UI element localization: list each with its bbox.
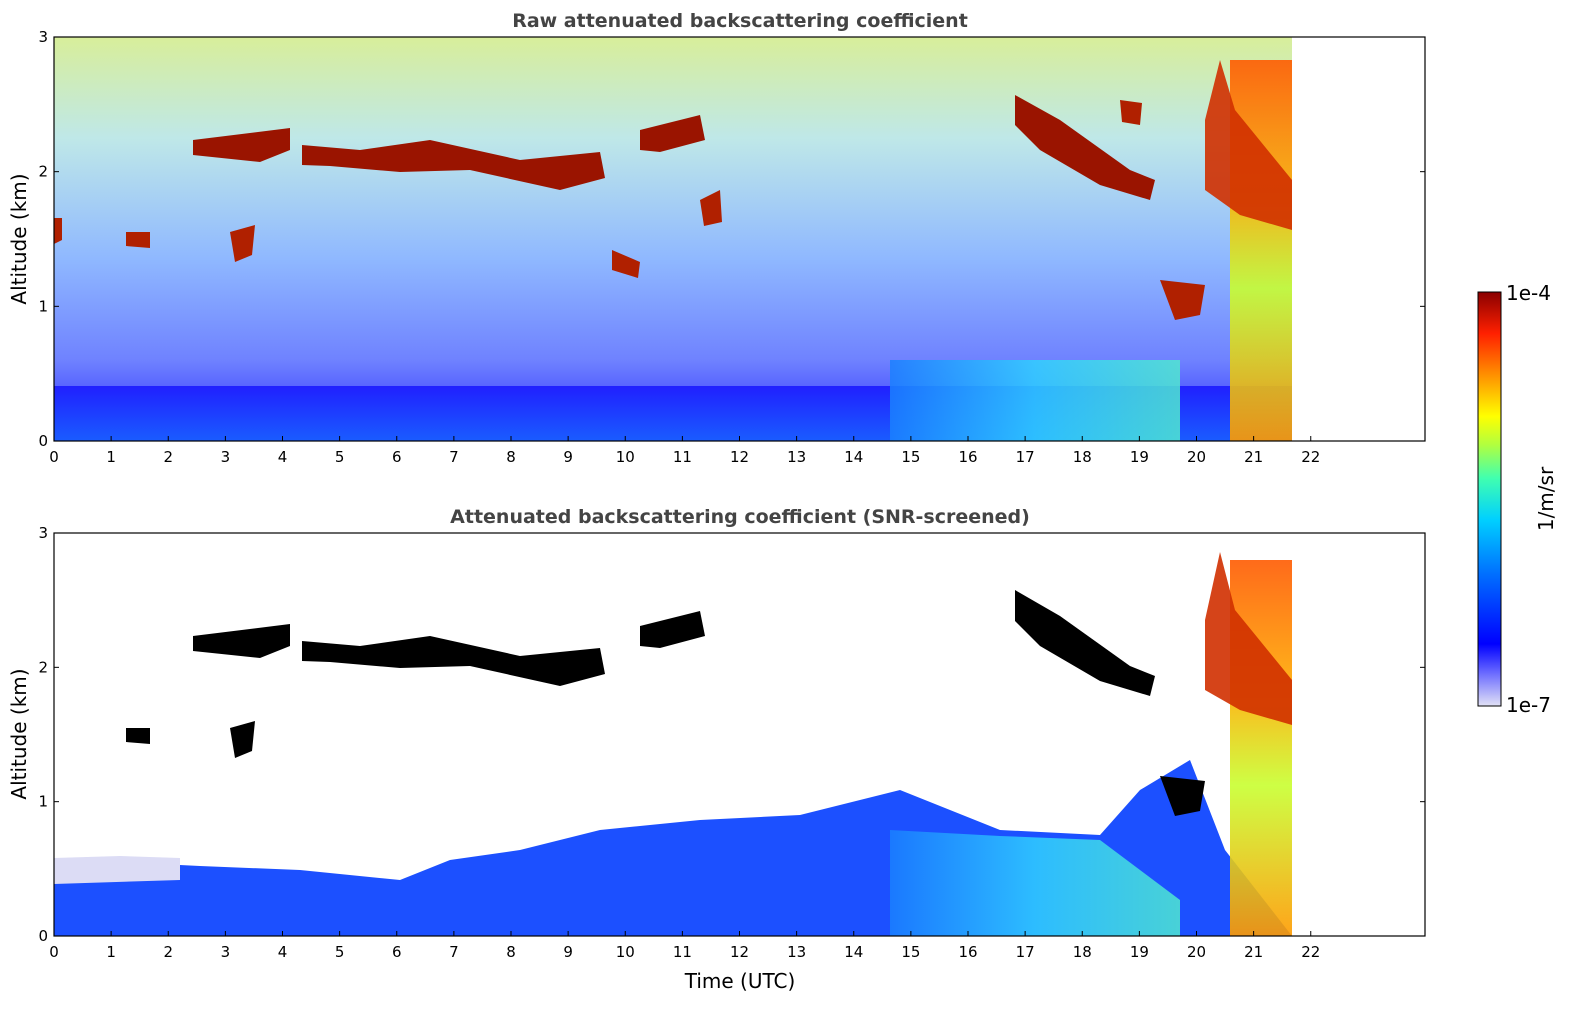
colorbar-min-label: 1e-7	[1506, 693, 1551, 717]
x-tick-label: 13	[787, 448, 806, 466]
x-tick-label: 3	[221, 943, 231, 961]
x-tick-label: 10	[616, 943, 635, 961]
x-tick-label: 22	[1301, 448, 1320, 466]
x-tick-label: 20	[1187, 448, 1206, 466]
x-tick-label: 5	[335, 448, 345, 466]
x-tick-label: 4	[278, 943, 288, 961]
raw-cloud-layer	[640, 115, 705, 152]
raw-cloud-patch	[612, 250, 640, 278]
screened-late-plume-top	[1205, 552, 1292, 725]
x-tick-label: 4	[278, 448, 288, 466]
x-tick-label: 19	[1130, 448, 1149, 466]
y-tick-label: 3	[38, 524, 48, 542]
raw-cloud-patch	[1120, 100, 1142, 125]
x-tick-label: 2	[163, 448, 173, 466]
x-tick-label: 16	[958, 448, 977, 466]
x-tick-label: 16	[958, 943, 977, 961]
panel-raw: Raw attenuated backscattering coefficien…	[7, 10, 1426, 466]
colorbar-gradient	[1477, 291, 1502, 707]
panel-screened-title: Attenuated backscattering coefficient (S…	[450, 506, 1030, 528]
x-tick-label: 12	[730, 943, 749, 961]
colorbar-max-label: 1e-4	[1506, 281, 1551, 305]
x-tick-label: 3	[221, 448, 231, 466]
screened-cloud-patch	[1160, 776, 1205, 816]
x-tick-label: 9	[563, 448, 573, 466]
raw-late-plume-top	[1205, 60, 1292, 230]
raw-cloud-layer	[1015, 95, 1155, 200]
raw-boundary-layer-afternoon	[890, 360, 1180, 441]
x-tick-label: 1	[106, 448, 116, 466]
x-tick-label: 8	[506, 448, 516, 466]
raw-cloud-patch	[126, 232, 150, 248]
y-tick-label: 0	[38, 927, 48, 945]
y-tick-label: 2	[38, 163, 48, 181]
x-tick-label: 18	[1073, 448, 1092, 466]
x-tick-label: 7	[449, 448, 459, 466]
x-tick-label: 5	[335, 943, 345, 961]
panel-screened-ylabel: Altitude (km)	[7, 668, 31, 799]
panel-raw-title: Raw attenuated backscattering coefficien…	[512, 10, 968, 32]
x-tick-label: 1	[106, 943, 116, 961]
x-tick-label: 7	[449, 943, 459, 961]
x-tick-label: 17	[1016, 943, 1035, 961]
x-tick-label: 11	[673, 943, 692, 961]
x-tick-label: 21	[1244, 943, 1263, 961]
screened-cloud-patch	[126, 728, 150, 744]
screened-boundary-layer-afternoon	[890, 830, 1180, 936]
raw-cloud-layer	[302, 140, 605, 190]
panel-screened-plot	[54, 533, 1425, 936]
raw-cloud-patch	[1160, 280, 1205, 320]
x-tick-label: 22	[1301, 943, 1320, 961]
y-tick-label: 2	[38, 658, 48, 676]
screened-cloud-layer	[640, 611, 705, 648]
colorbar: 1e-4 1e-7 1/m/sr	[1477, 281, 1558, 717]
x-tick-label: 0	[49, 448, 59, 466]
colorbar-unit-label: 1/m/sr	[1534, 466, 1558, 531]
x-tick-label: 14	[844, 448, 863, 466]
panel-raw-plot	[54, 37, 1425, 441]
raw-cloud-patch	[700, 190, 722, 226]
x-tick-label: 20	[1187, 943, 1206, 961]
screened-low-signal	[54, 856, 180, 884]
y-tick-label: 1	[38, 297, 48, 315]
x-tick-label: 2	[163, 943, 173, 961]
raw-cloud-layer	[193, 128, 290, 162]
x-tick-label: 13	[787, 943, 806, 961]
screened-cloud-layer	[1015, 590, 1155, 696]
screened-cloud-patch	[230, 721, 255, 758]
x-tick-label: 6	[392, 448, 402, 466]
raw-no-data	[1292, 37, 1425, 441]
y-tick-label: 0	[38, 432, 48, 450]
x-tick-label: 12	[730, 448, 749, 466]
x-tick-label: 10	[616, 448, 635, 466]
x-tick-label: 14	[844, 943, 863, 961]
x-tick-label: 6	[392, 943, 402, 961]
screened-cloud-layer	[193, 624, 290, 658]
x-tick-label: 8	[506, 943, 516, 961]
x-tick-label: 0	[49, 943, 59, 961]
x-tick-label: 17	[1016, 448, 1035, 466]
panel-screened: Attenuated backscattering coefficient (S…	[7, 506, 1426, 993]
panel-screened-xlabel: Time (UTC)	[684, 969, 796, 993]
raw-cloud-patch	[54, 218, 62, 244]
x-tick-label: 19	[1130, 943, 1149, 961]
x-tick-label: 9	[563, 943, 573, 961]
x-tick-label: 21	[1244, 448, 1263, 466]
x-tick-label: 18	[1073, 943, 1092, 961]
y-tick-label: 3	[38, 28, 48, 46]
y-tick-label: 1	[38, 793, 48, 811]
raw-cloud-patch	[230, 225, 255, 262]
panel-raw-ylabel: Altitude (km)	[7, 173, 31, 304]
screened-cloud-layer	[302, 636, 605, 686]
x-tick-label: 15	[901, 943, 920, 961]
x-tick-label: 15	[901, 448, 920, 466]
x-tick-label: 11	[673, 448, 692, 466]
